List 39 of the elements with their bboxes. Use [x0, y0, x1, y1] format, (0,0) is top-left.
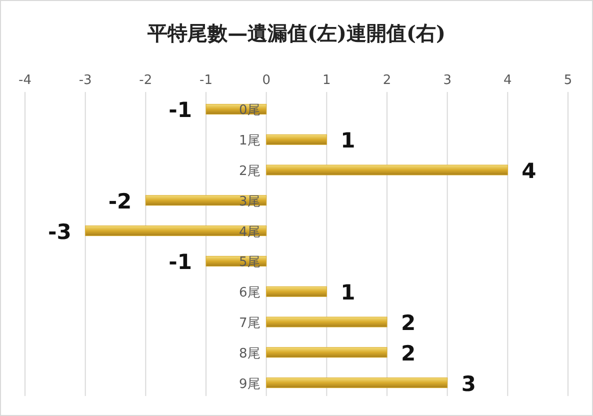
y-tick-label: 8尾 — [239, 346, 260, 362]
y-tick-label: 1尾 — [239, 134, 260, 149]
y-tick-label: 5尾 — [239, 255, 260, 270]
data-label: 2 — [401, 341, 416, 366]
data-label: -3 — [48, 220, 72, 244]
data-label: -2 — [108, 189, 132, 214]
x-tick-label: -2 — [139, 73, 152, 88]
y-tick-label: 7尾 — [239, 316, 260, 331]
y-tick-label: 9尾 — [239, 376, 260, 392]
bar — [266, 164, 508, 176]
x-tick-label: -1 — [200, 73, 212, 88]
data-label: 1 — [340, 128, 356, 153]
bar — [266, 347, 388, 358]
bar — [85, 226, 267, 236]
x-tick-label: 3 — [443, 73, 452, 88]
data-label: 4 — [522, 159, 536, 183]
x-tick-label: 1 — [322, 73, 331, 88]
x-tick-label: 4 — [504, 73, 512, 88]
data-label: 1 — [340, 280, 356, 305]
chart-title: 平特尾數—遺漏值(左)連開值(右) — [146, 21, 446, 45]
x-tick-label: -4 — [18, 73, 32, 88]
x-tick-label: -3 — [78, 73, 92, 88]
x-tick-label: 0 — [262, 73, 270, 88]
data-label: 2 — [401, 311, 416, 335]
data-label: -1 — [168, 98, 192, 122]
bar — [266, 378, 448, 388]
y-tick-label: 4尾 — [239, 224, 260, 240]
x-tick-label: 5 — [564, 73, 572, 88]
y-tick-label: 6尾 — [239, 286, 260, 301]
bar — [266, 134, 327, 145]
bar — [266, 316, 388, 328]
y-tick-label: 0尾 — [239, 103, 260, 118]
data-label: 3 — [461, 372, 476, 396]
bar — [145, 195, 267, 206]
y-tick-label: 2尾 — [239, 164, 260, 179]
data-label: -1 — [168, 250, 192, 274]
x-tick-label: 2 — [382, 73, 392, 88]
y-tick-label: 3尾 — [239, 194, 260, 210]
bar — [266, 286, 327, 297]
